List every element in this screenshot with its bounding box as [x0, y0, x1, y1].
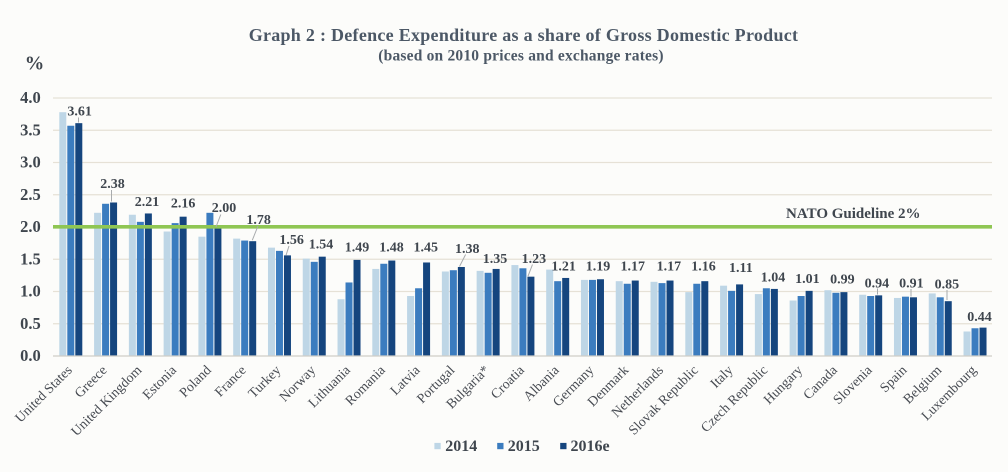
- svg-text:1.45: 1.45: [414, 240, 439, 255]
- svg-text:0.85: 0.85: [935, 277, 960, 292]
- svg-text:3.61: 3.61: [67, 104, 92, 119]
- svg-text:1.17: 1.17: [657, 260, 682, 275]
- svg-text:2016e: 2016e: [571, 438, 610, 455]
- svg-text:3.0: 3.0: [20, 153, 41, 172]
- svg-text:1.17: 1.17: [621, 260, 646, 275]
- svg-text:0.91: 0.91: [899, 276, 924, 291]
- svg-text:2.38: 2.38: [100, 177, 125, 192]
- svg-text:1.21: 1.21: [551, 260, 576, 275]
- svg-text:1.16: 1.16: [691, 260, 716, 275]
- svg-text:NATO Guideline 2%: NATO Guideline 2%: [786, 206, 920, 222]
- svg-text:1.11: 1.11: [729, 261, 753, 276]
- svg-text:2015: 2015: [508, 438, 540, 455]
- svg-text:1.19: 1.19: [586, 260, 611, 275]
- svg-text:0.5: 0.5: [20, 314, 41, 333]
- svg-text:4.0: 4.0: [20, 88, 41, 107]
- svg-text:2.0: 2.0: [20, 217, 41, 236]
- svg-text:2.21: 2.21: [135, 195, 160, 210]
- svg-text:3.5: 3.5: [20, 120, 41, 139]
- svg-text:%: %: [25, 54, 45, 75]
- svg-text:0.44: 0.44: [967, 310, 992, 325]
- svg-text:0.94: 0.94: [865, 276, 890, 291]
- svg-text:1.54: 1.54: [309, 238, 334, 253]
- svg-text:1.49: 1.49: [345, 240, 370, 255]
- svg-text:1.38: 1.38: [455, 242, 480, 257]
- svg-text:1.04: 1.04: [761, 271, 786, 286]
- svg-text:1.48: 1.48: [379, 240, 404, 255]
- svg-text:1.01: 1.01: [795, 272, 820, 287]
- svg-text:1.35: 1.35: [483, 252, 508, 267]
- svg-text:1.56: 1.56: [279, 233, 304, 248]
- svg-text:2.16: 2.16: [171, 196, 196, 211]
- svg-text:1.0: 1.0: [20, 282, 41, 301]
- svg-text:2014: 2014: [445, 438, 477, 455]
- svg-text:1.78: 1.78: [246, 213, 271, 228]
- svg-text:0.99: 0.99: [830, 273, 855, 288]
- svg-text:1.23: 1.23: [522, 252, 547, 267]
- svg-text:1.5: 1.5: [20, 249, 41, 268]
- svg-text:Graph 2 : Defence Expenditure: Graph 2 : Defence Expenditure as a share…: [249, 25, 799, 45]
- svg-text:2.5: 2.5: [20, 185, 41, 204]
- svg-text:2.00: 2.00: [212, 201, 237, 216]
- svg-text:(based on 2010 prices and exch: (based on 2010 prices and exchange rates…: [378, 48, 663, 65]
- svg-text:0.0: 0.0: [20, 346, 41, 365]
